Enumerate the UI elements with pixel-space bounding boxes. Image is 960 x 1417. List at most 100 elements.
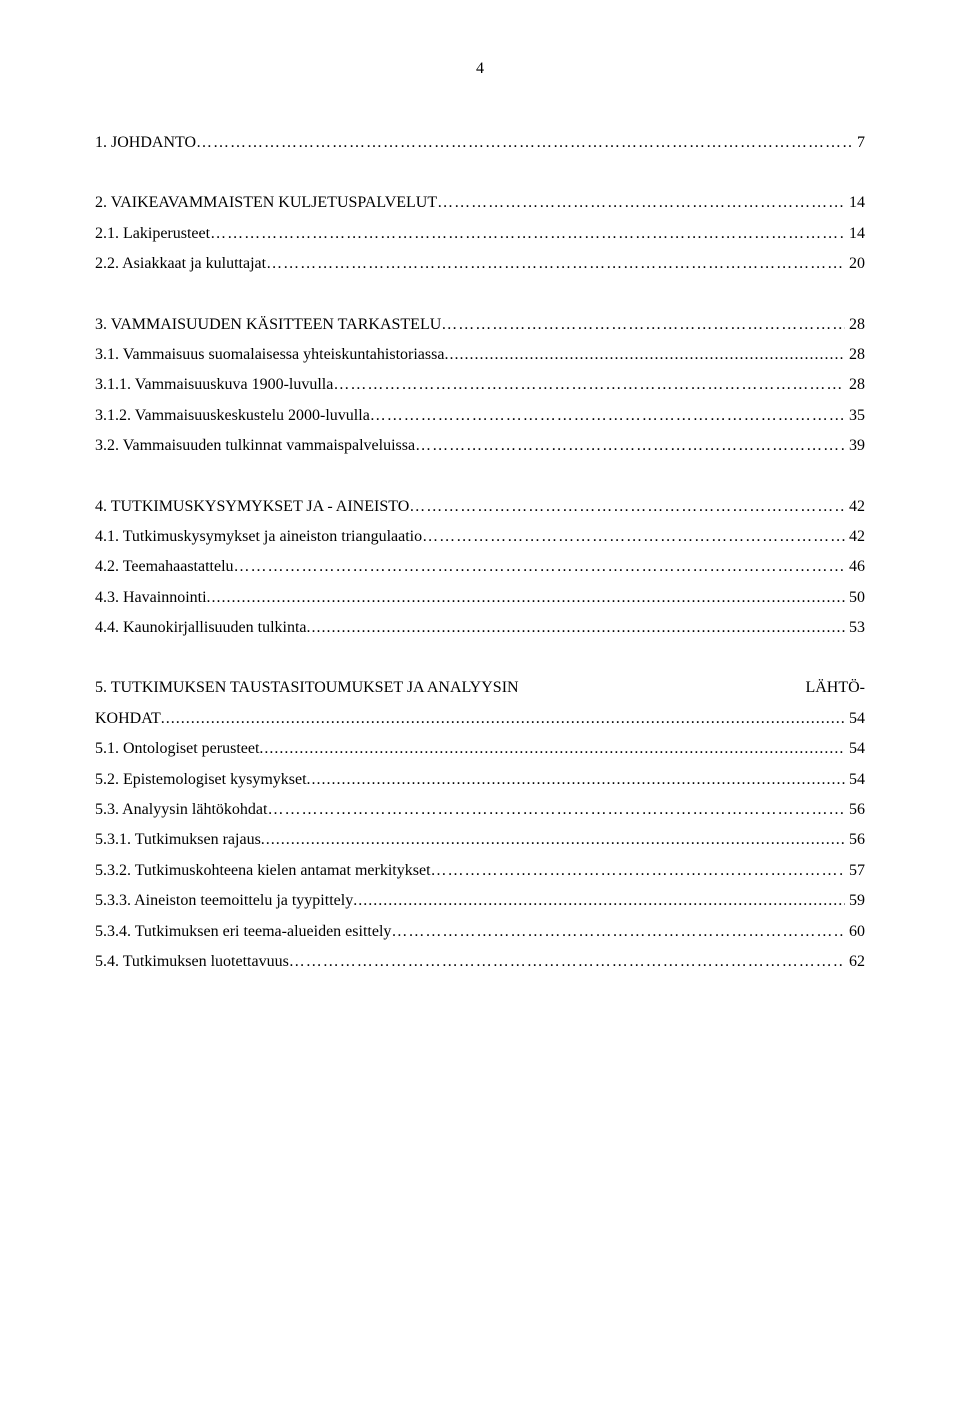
toc-entry: 5.1. Ontologiset perusteet 54 <box>95 734 865 764</box>
toc-label: 5. TUTKIMUKSEN TAUSTASITOUMUKSET JA ANAL… <box>95 673 519 703</box>
toc-entry: 5.3.3. Aineiston teemoittelu ja tyypitte… <box>95 886 865 916</box>
toc-page-number: 42 <box>845 492 865 522</box>
toc-leader-dots <box>431 856 845 886</box>
toc-entry: 5.4. Tutkimuksen luotettavuus 62 <box>95 947 865 977</box>
toc-page-number: 54 <box>845 765 865 795</box>
toc-leader-dots <box>437 188 845 218</box>
toc-page-number: 14 <box>845 188 865 218</box>
toc-page-number: 54 <box>845 734 865 764</box>
toc-leader-dots <box>444 340 845 370</box>
toc-entry: 2. VAIKEAVAMMAISTEN KULJETUSPALVELUT 14 <box>95 188 865 218</box>
toc-entry: 5.3.2. Tutkimuskohteena kielen antamat m… <box>95 856 865 886</box>
toc-leader-dots <box>370 401 845 431</box>
section-gap <box>95 158 865 188</box>
toc-label: 2.2. Asiakkaat ja kuluttajat <box>95 249 266 279</box>
toc-label: 5.3. Analyysin lähtökohdat <box>95 795 267 825</box>
toc-entry: 4.2. Teemahaastattelu 46 <box>95 552 865 582</box>
toc-label: KOHDAT <box>95 704 161 734</box>
toc-label: 4.4. Kaunokirjallisuuden tulkinta <box>95 613 307 643</box>
toc-label: 2. VAIKEAVAMMAISTEN KULJETUSPALVELUT <box>95 188 437 218</box>
toc-page-number: 56 <box>845 825 865 855</box>
toc-label: 5.2. Epistemologiset kysymykset <box>95 765 307 795</box>
toc-entry: 4. TUTKIMUSKYSYMYKSET JA - AINEISTO 42 <box>95 492 865 522</box>
toc-leader-dots <box>307 613 845 643</box>
toc-entry-justified: 5. TUTKIMUKSEN TAUSTASITOUMUKSET JA ANAL… <box>95 673 865 703</box>
toc-page-number: 28 <box>845 370 865 400</box>
toc-entry: 5.3.1. Tutkimuksen rajaus 56 <box>95 825 865 855</box>
toc-leader-dots <box>441 310 845 340</box>
toc-entry: 4.3. Havainnointi 50 <box>95 583 865 613</box>
toc-entry: 2.1. Lakiperusteet 14 <box>95 219 865 249</box>
toc-page-number: 28 <box>845 310 865 340</box>
toc-label: 2.1. Lakiperusteet <box>95 219 210 249</box>
table-of-contents: 1. JOHDANTO 7 2. VAIKEAVAMMAISTEN KULJETUS… <box>95 128 865 977</box>
toc-leader-dots <box>422 522 845 552</box>
toc-leader-dots <box>210 219 845 249</box>
toc-entry: KOHDAT 54 <box>95 704 865 734</box>
toc-entry: 1. JOHDANTO 7 <box>95 128 865 158</box>
toc-label: 5.3.3. Aineiston teemoittelu ja tyypitte… <box>95 886 353 916</box>
toc-entry: 4.1. Tutkimuskysymykset ja aineiston tri… <box>95 522 865 552</box>
toc-leader-dots <box>161 704 845 734</box>
section-gap <box>95 280 865 310</box>
toc-leader-dots <box>333 370 845 400</box>
toc-leader-dots <box>307 765 845 795</box>
toc-entry: 5.2. Epistemologiset kysymykset 54 <box>95 765 865 795</box>
toc-label: 3.1. Vammaisuus suomalaisessa yhteiskunt… <box>95 340 444 370</box>
toc-page-number: 54 <box>845 704 865 734</box>
toc-page-number: 56 <box>845 795 865 825</box>
toc-entry: 3.1. Vammaisuus suomalaisessa yhteiskunt… <box>95 340 865 370</box>
toc-page-number: 14 <box>845 219 865 249</box>
toc-label: 3.1.1. Vammaisuuskuva 1900-luvulla <box>95 370 333 400</box>
toc-page-number: 59 <box>845 886 865 916</box>
toc-entry: 3.1.1. Vammaisuuskuva 1900-luvulla 28 <box>95 370 865 400</box>
toc-label: 5.3.4. Tutkimuksen eri teema-alueiden es… <box>95 917 391 947</box>
section-gap <box>95 643 865 673</box>
section-gap <box>95 462 865 492</box>
toc-page-number: 46 <box>845 552 865 582</box>
toc-page-number: 53 <box>845 613 865 643</box>
toc-label: 3.2. Vammaisuuden tulkinnat vammaispalve… <box>95 431 415 461</box>
toc-label: 4. TUTKIMUSKYSYMYKSET JA - AINEISTO <box>95 492 409 522</box>
toc-leader-dots <box>266 249 845 279</box>
toc-page-number: 50 <box>845 583 865 613</box>
toc-label: 4.3. Havainnointi <box>95 583 207 613</box>
toc-label: 3.1.2. Vammaisuuskeskustelu 2000-luvulla <box>95 401 370 431</box>
toc-entry: 3. VAMMAISUUDEN KÄSITTEEN TARKASTELU 28 <box>95 310 865 340</box>
toc-leader-dots <box>267 795 845 825</box>
toc-label: 5.1. Ontologiset perusteet <box>95 734 259 764</box>
toc-leader-dots <box>409 492 845 522</box>
toc-page-number: 60 <box>845 917 865 947</box>
toc-entry: 4.4. Kaunokirjallisuuden tulkinta 53 <box>95 613 865 643</box>
toc-leader-dots <box>415 431 845 461</box>
toc-page-number: 39 <box>845 431 865 461</box>
toc-entry: 3.2. Vammaisuuden tulkinnat vammaispalve… <box>95 431 865 461</box>
toc-leader-dots <box>207 583 845 613</box>
toc-leader-dots <box>289 947 845 977</box>
toc-leader-dots <box>261 825 845 855</box>
page-number: 4 <box>95 60 865 78</box>
toc-entry: 5.3.4. Tutkimuksen eri teema-alueiden es… <box>95 917 865 947</box>
toc-page-number: 57 <box>845 856 865 886</box>
toc-page-number: 62 <box>845 947 865 977</box>
toc-label: 5.3.2. Tutkimuskohteena kielen antamat m… <box>95 856 431 886</box>
toc-label: 3. VAMMAISUUDEN KÄSITTEEN TARKASTELU <box>95 310 441 340</box>
toc-leader-dots <box>196 128 853 158</box>
toc-page-number: 42 <box>845 522 865 552</box>
toc-leader-dots <box>259 734 845 764</box>
toc-label-right: LÄHTÖ- <box>805 673 865 703</box>
toc-page-number: 20 <box>845 249 865 279</box>
toc-page-number: 7 <box>853 128 865 158</box>
toc-label: 4.2. Teemahaastattelu <box>95 552 234 582</box>
toc-label: 5.4. Tutkimuksen luotettavuus <box>95 947 289 977</box>
toc-entry: 5.3. Analyysin lähtökohdat 56 <box>95 795 865 825</box>
toc-leader-dots <box>391 917 845 947</box>
document-page: 4 1. JOHDANTO 7 2. VAIKEAVAMMAISTEN KULJET… <box>0 0 960 1417</box>
toc-page-number: 28 <box>845 340 865 370</box>
toc-label: 4.1. Tutkimuskysymykset ja aineiston tri… <box>95 522 422 552</box>
toc-entry: 3.1.2. Vammaisuuskeskustelu 2000-luvulla… <box>95 401 865 431</box>
toc-page-number: 35 <box>845 401 865 431</box>
toc-label: 5.3.1. Tutkimuksen rajaus <box>95 825 261 855</box>
toc-leader-dots <box>353 886 845 916</box>
toc-label: 1. JOHDANTO <box>95 128 196 158</box>
